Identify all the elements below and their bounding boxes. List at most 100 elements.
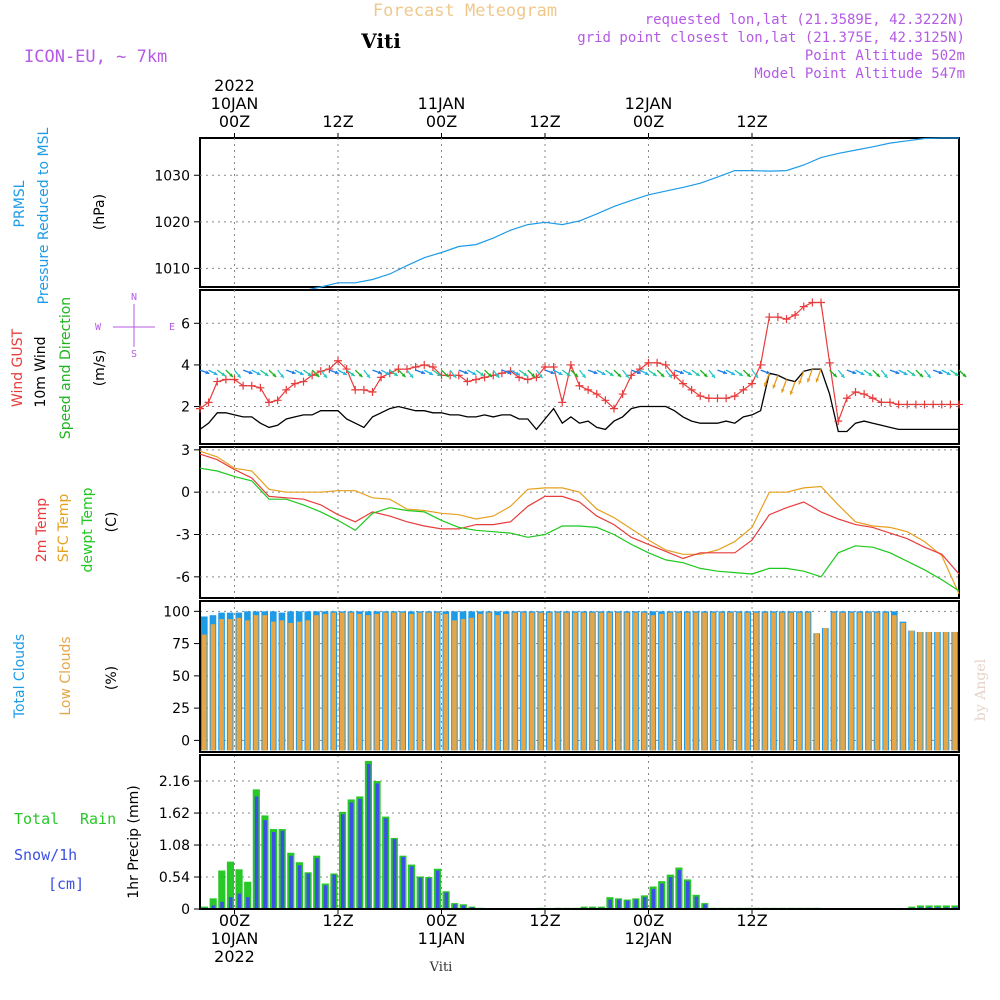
precip-snow-bar — [332, 874, 336, 909]
precip-snow-bar — [306, 873, 311, 909]
precip-snow-bar — [289, 855, 293, 909]
precip-snow-bar — [254, 796, 259, 909]
cloud-low-bar — [564, 612, 569, 751]
wind-direction-arrowhead — [315, 373, 320, 378]
wind-direction-arrowhead — [393, 372, 398, 376]
wind-gust-marker — [256, 383, 265, 392]
pressure-ytick-label-1: 1020 — [154, 215, 190, 231]
wind-gust-marker — [351, 385, 360, 394]
wind-gust-marker — [877, 398, 886, 407]
precip-snow-bar — [686, 881, 690, 909]
cloud-low-bar — [322, 613, 328, 751]
bottom-time-label: 00Z — [633, 911, 664, 930]
wind-direction-arrowhead — [593, 370, 598, 375]
wind-direction-arrowhead — [531, 373, 535, 378]
wind-direction-arrowhead — [911, 372, 916, 376]
precip-label-cm: [cm] — [48, 875, 84, 893]
cloud-low-bar — [590, 612, 595, 751]
wind-gust-marker — [282, 385, 291, 394]
wind-direction-arrowhead — [299, 371, 304, 375]
cloud-low-bar — [512, 612, 518, 751]
cloud-low-bar — [374, 613, 380, 751]
cloud-low-bar — [762, 612, 768, 751]
wind-gust-marker — [730, 392, 739, 401]
wind-direction-arrowhead — [464, 370, 469, 375]
wind-direction-arrowhead — [636, 370, 641, 375]
cloud-low-bar — [659, 613, 664, 751]
wind-direction-arrowhead — [307, 372, 312, 376]
cloud-low-bar — [814, 633, 819, 751]
wind-label-10m: 10m Wind — [33, 336, 49, 407]
wind-direction-arrowhead — [421, 370, 426, 375]
wind-gust-marker — [825, 358, 834, 367]
wind-gust-marker — [549, 363, 558, 371]
precip-snow-bar — [401, 856, 405, 909]
wind-direction-arrowhead — [377, 370, 382, 375]
precip-total-bar — [218, 870, 226, 909]
wind-gust-marker — [325, 365, 334, 374]
wind-gust-marker — [886, 398, 894, 407]
wind-gust-marker — [679, 379, 687, 388]
wind-direction-arrowhead — [868, 372, 873, 376]
pressure-ytick-label-2: 1030 — [154, 168, 190, 184]
precip-snow-bar — [280, 830, 285, 909]
wind-direction-arrowhead — [409, 374, 414, 379]
clouds-frame-top — [199, 600, 960, 753]
temp-ytick-label-3: 3 — [181, 443, 190, 459]
bottom-time-label: 12JAN — [625, 929, 673, 948]
wind-labels: Wind GUST 10m Wind Speed and Direction (… — [10, 297, 108, 439]
top-time-label: 00Z — [219, 112, 250, 131]
wind-gust-marker — [472, 375, 480, 384]
wind-label-gust: Wind GUST — [10, 328, 26, 407]
temp-frame — [199, 446, 960, 599]
wind-gust-marker — [610, 404, 618, 413]
cloud-low-bar — [857, 612, 863, 751]
precip-snow-bar — [375, 783, 380, 909]
wind-direction-arrowhead — [401, 373, 406, 378]
wind-direction-arrowhead — [754, 374, 759, 379]
precip-snow-bar — [625, 900, 630, 909]
cloud-low-bar — [288, 622, 293, 751]
temp-panel: -6 -3 0 3 — [176, 443, 960, 599]
chart-title: Forecast Meteogram — [373, 1, 557, 21]
cloud-low-bar — [667, 612, 673, 751]
cloud-low-bar — [314, 615, 319, 751]
precip-ytick-label-0: 0 — [181, 902, 190, 918]
wind-ytick-label-1: 4 — [181, 358, 190, 374]
wind-gust-marker — [722, 394, 731, 403]
cloud-labels: Total Clouds Low Clouds (%) — [12, 634, 120, 719]
wind-gust-marker — [817, 298, 825, 307]
wind-direction-arrowhead — [342, 371, 347, 375]
wind-direction-arrowhead — [550, 370, 555, 375]
precip-snow-bar — [384, 818, 388, 909]
wind-direction-arrowhead — [789, 390, 794, 395]
wind-direction-arrowhead — [452, 374, 457, 379]
precip-snow-bar — [427, 878, 431, 909]
cloud-low-bar — [529, 612, 535, 751]
cloud-low-bar — [348, 612, 354, 751]
wind-gust-marker — [359, 385, 368, 394]
cloud-low-bar — [952, 631, 957, 751]
clouds-panel: 0 25 50 75 100 — [163, 600, 960, 753]
wind-ytick-label-0: 2 — [181, 400, 190, 416]
temp-ytick-label-1: -3 — [176, 527, 190, 543]
cloud-low-bar — [434, 612, 440, 751]
wind-direction-arrowhead — [806, 378, 811, 383]
precip-panel: 0 0.54 1.08 1.62 2.16 — [159, 754, 960, 918]
cloud-low-bar — [719, 612, 725, 751]
wind-gust-marker — [627, 371, 636, 380]
cloud-low-bar — [624, 612, 630, 751]
wind-direction-arrowhead — [938, 370, 943, 375]
cloud-low-bar — [279, 620, 285, 751]
pressure-frame — [199, 137, 960, 288]
cloud-low-bar — [555, 612, 561, 751]
wind-gust-marker — [851, 387, 860, 396]
cloud-low-bar — [900, 622, 906, 751]
compass-west: W — [95, 322, 102, 333]
cloud-low-bar — [253, 615, 259, 751]
wind-frame — [199, 289, 960, 445]
wind-direction-arrowhead — [962, 373, 967, 378]
temp-sfc-line — [199, 450, 960, 595]
wind-gust-marker — [196, 404, 204, 413]
